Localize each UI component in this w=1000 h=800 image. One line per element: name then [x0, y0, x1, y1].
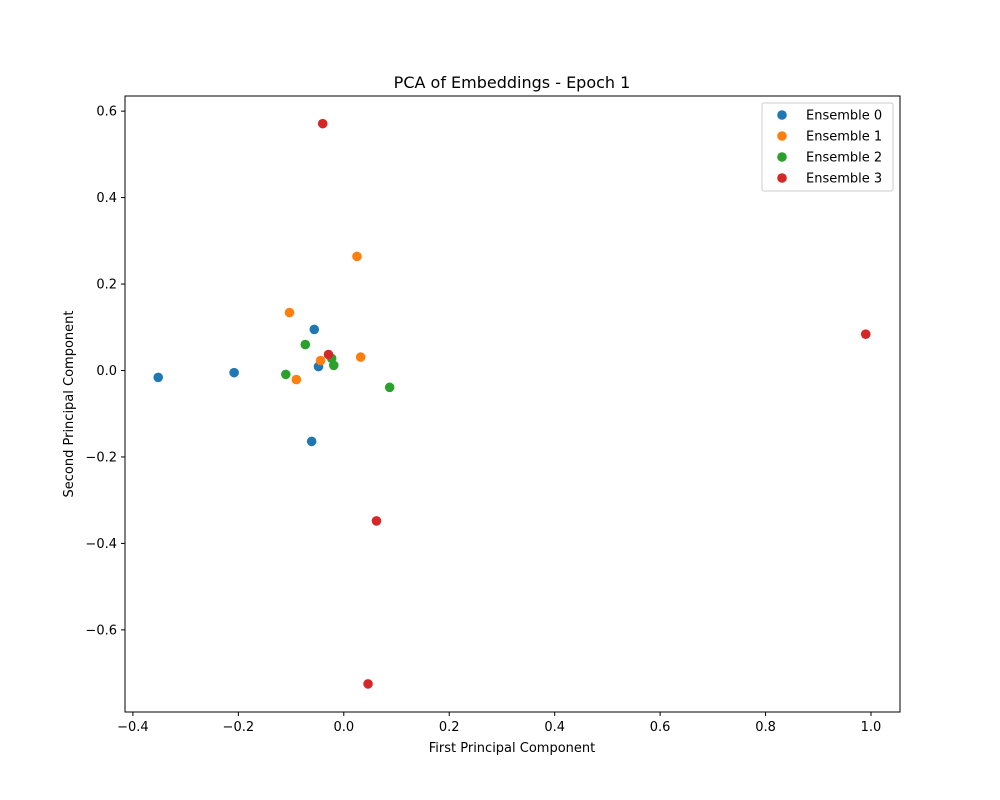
x-axis: −0.4 −0.2 0.0 0.2 0.4 0.6 0.8 1.0 — [117, 712, 881, 735]
y-tick-label: 0.2 — [96, 278, 117, 293]
scatter-point-ensemble-1 — [355, 352, 366, 362]
legend-marker — [777, 110, 787, 120]
scatter-point-ensemble-2 — [328, 360, 339, 371]
y-axis: −0.6 −0.4 −0.2 0.0 0.2 0.4 0.6 — [85, 105, 125, 638]
y-tick-label: 0.6 — [96, 105, 117, 120]
x-tick-label: −0.4 — [117, 720, 149, 735]
x-tick-label: 0.2 — [439, 720, 460, 735]
scatter-point-ensemble-3 — [363, 679, 373, 689]
y-tick-label: −0.4 — [85, 537, 117, 552]
scatter-point-ensemble-0 — [309, 324, 320, 335]
scatter-point-ensemble-3 — [323, 349, 334, 360]
data-points — [153, 118, 871, 689]
x-tick-label: −0.2 — [223, 720, 255, 735]
scatter-point-ensemble-3 — [371, 516, 382, 526]
x-tick-label: 0.6 — [650, 720, 671, 735]
y-tick-label: 0.0 — [96, 364, 117, 379]
legend-marker — [777, 131, 787, 141]
legend-entry-label: Ensemble 1 — [806, 130, 882, 145]
scatter-point-ensemble-0 — [153, 372, 164, 383]
x-tick-label: 0.8 — [755, 720, 776, 735]
legend-marker — [777, 152, 787, 162]
axes-frame — [124, 95, 901, 713]
scatter-point-ensemble-0 — [229, 367, 239, 378]
scatter-point-ensemble-2 — [280, 369, 291, 380]
x-tick-label: 1.0 — [861, 720, 882, 735]
legend-entry-label: Ensemble 3 — [806, 172, 882, 187]
y-axis-label: Second Principal Component — [62, 311, 77, 498]
scatter-point-ensemble-3 — [860, 329, 871, 339]
x-tick-label: 0.4 — [544, 720, 565, 735]
scatter-point-ensemble-1 — [352, 251, 362, 262]
y-tick-label: 0.4 — [96, 191, 117, 206]
legend-marker — [777, 173, 787, 183]
scatter-point-ensemble-1 — [284, 307, 295, 318]
scatter-point-ensemble-2 — [300, 339, 311, 350]
scatter-point-ensemble-0 — [306, 436, 317, 447]
scatter-point-ensemble-1 — [315, 355, 326, 366]
y-tick-label: −0.6 — [85, 623, 117, 638]
plot-area — [124, 95, 901, 713]
legend-box — [761, 102, 894, 192]
legend-entry-label: Ensemble 2 — [806, 151, 882, 166]
legend: Ensemble 0 Ensemble 1 Ensemble 2 Ensemble 3 — [761, 102, 894, 192]
scatter-point-ensemble-1 — [291, 374, 302, 385]
chart-title: PCA of Embeddings - Epoch 1 — [394, 73, 631, 92]
x-axis-label: First Principal Component — [429, 741, 596, 756]
scatter-point-ensemble-3 — [317, 118, 328, 129]
scatter-point-ensemble-2 — [384, 382, 395, 393]
y-tick-label: −0.2 — [85, 450, 117, 465]
legend-entry-label: Ensemble 0 — [806, 109, 882, 124]
x-tick-label: 0.0 — [333, 720, 354, 735]
